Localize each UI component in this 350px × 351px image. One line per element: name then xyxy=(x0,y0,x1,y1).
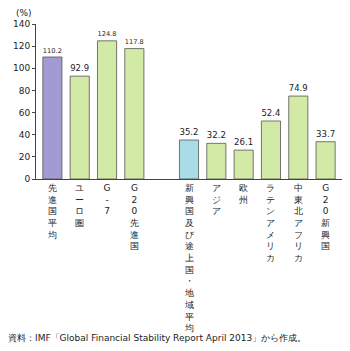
svg-text:資料：IMF「Global Financial Stabil: 資料：IMF「Global Financial Stability Report… xyxy=(8,333,306,343)
svg-text:74.9: 74.9 xyxy=(289,83,308,93)
svg-text:G20新興国: G20新興国 xyxy=(321,183,330,252)
svg-text:ユーロ圏: ユーロ圏 xyxy=(75,183,84,228)
svg-text:新興国及び途上国・地域平均: 新興国及び途上国・地域平均 xyxy=(184,183,195,333)
svg-text:40: 40 xyxy=(19,130,31,140)
svg-text:60: 60 xyxy=(19,108,31,118)
svg-text:110.2: 110.2 xyxy=(43,47,62,55)
svg-text:0: 0 xyxy=(24,174,30,184)
svg-text:26.1: 26.1 xyxy=(234,137,253,147)
svg-text:140: 140 xyxy=(13,19,30,29)
svg-text:124.8: 124.8 xyxy=(97,30,116,38)
svg-text:アジア: アジア xyxy=(212,183,221,216)
svg-text:G-7: G-7 xyxy=(104,183,111,216)
svg-text:先進国平均: 先進国平均 xyxy=(47,183,57,240)
svg-text:80: 80 xyxy=(19,86,31,96)
svg-text:35.2: 35.2 xyxy=(179,127,198,137)
svg-text:100: 100 xyxy=(13,63,30,73)
svg-text:117.8: 117.8 xyxy=(125,38,144,46)
svg-text:20: 20 xyxy=(19,152,31,162)
svg-text:32.2: 32.2 xyxy=(207,130,226,140)
svg-text:33.7: 33.7 xyxy=(316,129,335,139)
svg-text:92.9: 92.9 xyxy=(70,63,89,73)
svg-text:52.4: 52.4 xyxy=(261,108,280,118)
svg-text:(%): (%) xyxy=(16,8,32,18)
svg-text:G20先進国: G20先進国 xyxy=(130,183,139,252)
svg-text:中東北アフリカ: 中東北アフリカ xyxy=(294,183,303,263)
svg-text:120: 120 xyxy=(13,41,30,51)
svg-text:欧州: 欧州 xyxy=(239,183,248,205)
svg-text:ラテンアメリカ: ラテンアメリカ xyxy=(266,183,275,263)
